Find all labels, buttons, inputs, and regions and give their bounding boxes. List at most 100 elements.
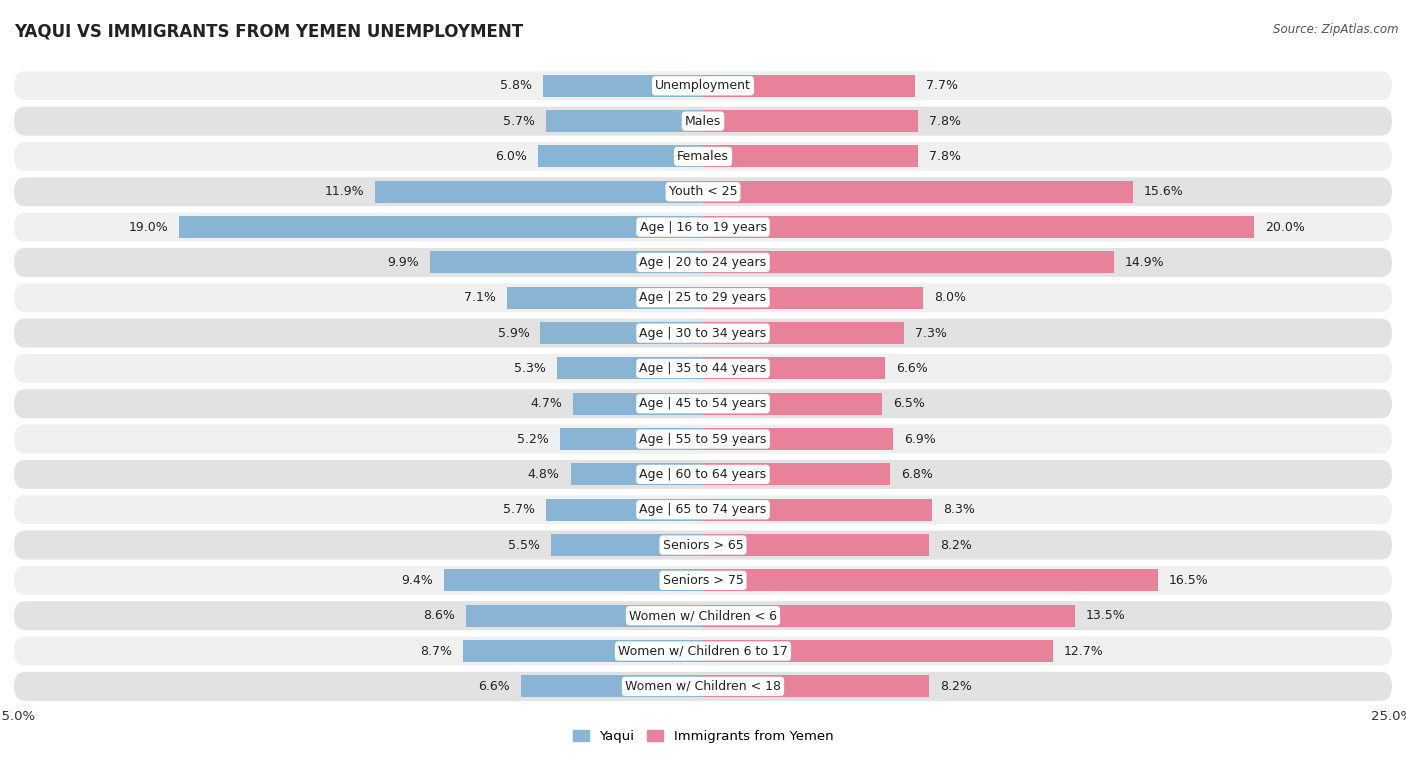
Text: 5.3%: 5.3%	[515, 362, 546, 375]
FancyBboxPatch shape	[14, 460, 1392, 489]
Text: Women w/ Children 6 to 17: Women w/ Children 6 to 17	[619, 644, 787, 658]
Text: 8.6%: 8.6%	[423, 609, 456, 622]
Text: 11.9%: 11.9%	[325, 185, 364, 198]
Bar	[444, 569, 703, 591]
Bar	[571, 463, 703, 485]
Text: Age | 65 to 74 years: Age | 65 to 74 years	[640, 503, 766, 516]
Bar	[430, 251, 703, 273]
Text: 7.7%: 7.7%	[927, 79, 959, 92]
Text: 6.6%: 6.6%	[896, 362, 928, 375]
Text: 4.8%: 4.8%	[527, 468, 560, 481]
Bar	[522, 675, 703, 697]
Text: Age | 25 to 29 years: Age | 25 to 29 years	[640, 291, 766, 304]
Text: 7.8%: 7.8%	[929, 150, 960, 163]
Text: Seniors > 75: Seniors > 75	[662, 574, 744, 587]
Text: 5.7%: 5.7%	[503, 114, 534, 128]
Text: 8.7%: 8.7%	[420, 644, 453, 658]
Text: 6.5%: 6.5%	[893, 397, 925, 410]
FancyBboxPatch shape	[14, 71, 1392, 100]
Text: 5.5%: 5.5%	[509, 538, 540, 552]
Text: 6.8%: 6.8%	[901, 468, 934, 481]
Bar	[574, 393, 703, 415]
Text: 6.6%: 6.6%	[478, 680, 510, 693]
Bar	[560, 428, 703, 450]
Text: Age | 45 to 54 years: Age | 45 to 54 years	[640, 397, 766, 410]
FancyBboxPatch shape	[14, 566, 1392, 595]
Text: Source: ZipAtlas.com: Source: ZipAtlas.com	[1274, 23, 1399, 36]
FancyBboxPatch shape	[14, 283, 1392, 312]
Bar	[546, 499, 703, 521]
Bar	[703, 322, 904, 344]
Bar	[703, 287, 924, 309]
Text: 7.1%: 7.1%	[464, 291, 496, 304]
Text: 6.9%: 6.9%	[904, 432, 936, 446]
Bar	[703, 534, 929, 556]
FancyBboxPatch shape	[14, 637, 1392, 665]
Bar	[551, 534, 703, 556]
Text: 9.9%: 9.9%	[388, 256, 419, 269]
Bar	[180, 217, 703, 238]
Bar	[557, 357, 703, 379]
Text: 8.0%: 8.0%	[935, 291, 966, 304]
Text: 19.0%: 19.0%	[128, 220, 169, 234]
Text: 5.7%: 5.7%	[503, 503, 534, 516]
Bar	[540, 322, 703, 344]
FancyBboxPatch shape	[14, 389, 1392, 418]
Text: Age | 35 to 44 years: Age | 35 to 44 years	[640, 362, 766, 375]
Bar	[703, 675, 929, 697]
Text: 9.4%: 9.4%	[401, 574, 433, 587]
Text: Women w/ Children < 18: Women w/ Children < 18	[626, 680, 780, 693]
Bar	[703, 181, 1133, 203]
Text: Youth < 25: Youth < 25	[669, 185, 737, 198]
FancyBboxPatch shape	[14, 672, 1392, 701]
Text: 14.9%: 14.9%	[1125, 256, 1164, 269]
Text: Age | 20 to 24 years: Age | 20 to 24 years	[640, 256, 766, 269]
Text: Males: Males	[685, 114, 721, 128]
Bar	[546, 111, 703, 132]
Bar	[537, 145, 703, 167]
Text: 7.3%: 7.3%	[915, 326, 948, 340]
FancyBboxPatch shape	[14, 177, 1392, 206]
Bar	[703, 499, 932, 521]
FancyBboxPatch shape	[14, 213, 1392, 241]
Text: 20.0%: 20.0%	[1265, 220, 1305, 234]
Text: 8.3%: 8.3%	[943, 503, 974, 516]
Text: 5.2%: 5.2%	[517, 432, 548, 446]
Bar	[703, 357, 884, 379]
Bar	[703, 393, 882, 415]
Bar	[508, 287, 703, 309]
Bar	[465, 605, 703, 627]
Text: Seniors > 65: Seniors > 65	[662, 538, 744, 552]
Bar	[703, 145, 918, 167]
Text: Age | 60 to 64 years: Age | 60 to 64 years	[640, 468, 766, 481]
Bar	[703, 428, 893, 450]
Text: 8.2%: 8.2%	[941, 538, 972, 552]
FancyBboxPatch shape	[14, 107, 1392, 136]
Text: Age | 16 to 19 years: Age | 16 to 19 years	[640, 220, 766, 234]
Text: Unemployment: Unemployment	[655, 79, 751, 92]
FancyBboxPatch shape	[14, 319, 1392, 347]
Text: Age | 30 to 34 years: Age | 30 to 34 years	[640, 326, 766, 340]
Text: 7.8%: 7.8%	[929, 114, 960, 128]
Text: 4.7%: 4.7%	[530, 397, 562, 410]
Text: Women w/ Children < 6: Women w/ Children < 6	[628, 609, 778, 622]
Bar	[543, 75, 703, 97]
Text: 16.5%: 16.5%	[1168, 574, 1209, 587]
Text: 6.0%: 6.0%	[495, 150, 527, 163]
Bar	[703, 217, 1254, 238]
Text: Age | 55 to 59 years: Age | 55 to 59 years	[640, 432, 766, 446]
Text: 5.8%: 5.8%	[501, 79, 531, 92]
Bar	[703, 605, 1076, 627]
Bar	[703, 111, 918, 132]
Text: 5.9%: 5.9%	[498, 326, 530, 340]
FancyBboxPatch shape	[14, 425, 1392, 453]
FancyBboxPatch shape	[14, 354, 1392, 383]
Bar	[463, 640, 703, 662]
Text: 12.7%: 12.7%	[1064, 644, 1104, 658]
Text: YAQUI VS IMMIGRANTS FROM YEMEN UNEMPLOYMENT: YAQUI VS IMMIGRANTS FROM YEMEN UNEMPLOYM…	[14, 23, 523, 41]
Bar	[703, 251, 1114, 273]
FancyBboxPatch shape	[14, 601, 1392, 630]
FancyBboxPatch shape	[14, 248, 1392, 277]
Text: Females: Females	[678, 150, 728, 163]
Text: 8.2%: 8.2%	[941, 680, 972, 693]
